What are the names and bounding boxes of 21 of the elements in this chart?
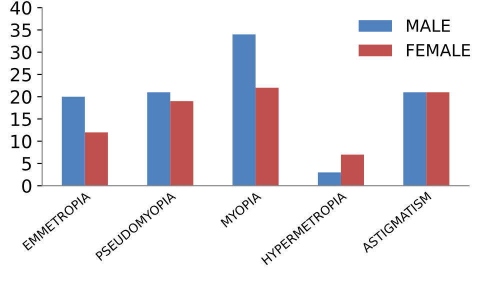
legend-label: MALE <box>406 20 450 32</box>
bar <box>170 101 194 186</box>
y-tick-label: 40 <box>10 1 32 15</box>
bar <box>318 172 341 186</box>
y-tick-label: 20 <box>10 90 32 104</box>
y-tick-label: 30 <box>10 46 32 60</box>
legend-label: FEMALE <box>406 44 470 56</box>
bar <box>232 34 256 186</box>
y-tick-label: 10 <box>11 134 32 148</box>
y-tick-label: 15 <box>11 112 31 126</box>
y-tick-label: 0 <box>22 179 32 193</box>
bar <box>403 92 426 186</box>
y-tick-label: 5 <box>22 157 31 171</box>
y-tick-label: 25 <box>10 68 31 82</box>
bar <box>256 88 279 186</box>
bar <box>84 132 108 186</box>
bar <box>340 154 364 186</box>
y-tick-label: 35 <box>10 23 31 38</box>
bar <box>426 92 450 186</box>
bar <box>147 92 170 186</box>
bar <box>62 96 85 186</box>
